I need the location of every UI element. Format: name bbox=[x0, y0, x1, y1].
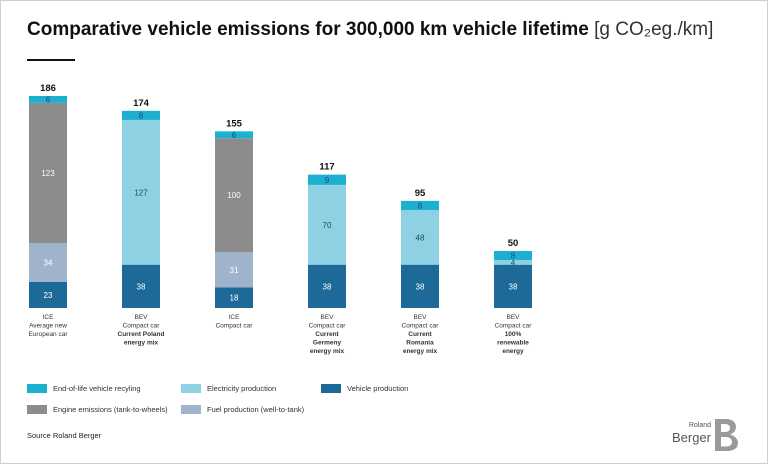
category-label-line: energy mix bbox=[310, 348, 345, 355]
bar-segment-electricity bbox=[494, 260, 532, 265]
legend-item-fuel-production: Fuel production (well-to-tank) bbox=[181, 405, 304, 414]
category-label-line: Compact car bbox=[123, 323, 161, 330]
segment-value-label: 70 bbox=[323, 221, 332, 230]
category-label-line: Current Poland bbox=[118, 331, 165, 338]
segment-value-label: 123 bbox=[41, 169, 55, 178]
bar-total-label: 174 bbox=[133, 98, 150, 109]
segment-value-label: 23 bbox=[44, 291, 53, 300]
category-label-line: BEV bbox=[320, 314, 334, 321]
bar-segment-end-of-life bbox=[122, 110, 160, 120]
legend-swatch-end-of-life bbox=[27, 384, 47, 393]
category-label-line: Current bbox=[408, 331, 432, 338]
category-label-line: Compact car bbox=[216, 323, 254, 330]
category-label-line: energy mix bbox=[124, 340, 159, 347]
category-label-line: energy bbox=[502, 348, 524, 355]
bar-segment-fuel-production bbox=[215, 252, 253, 288]
bar-total-label: 186 bbox=[40, 83, 56, 94]
segment-value-label: 38 bbox=[137, 282, 146, 291]
chart-title: Comparative vehicle emissions for 300,00… bbox=[27, 19, 713, 41]
category-label-line: Compact car bbox=[309, 323, 347, 330]
bar-segment-electricity bbox=[122, 119, 160, 265]
legend-item-vehicle-production: Vehicle production bbox=[321, 384, 408, 393]
segment-value-label: 31 bbox=[230, 266, 239, 275]
bar-total-label: 95 bbox=[415, 188, 426, 199]
bar-segment-electricity bbox=[401, 209, 439, 265]
segment-value-label: 8 bbox=[418, 201, 423, 210]
bar-segment-electricity bbox=[308, 184, 346, 265]
legend-label-vehicle-production: Vehicle production bbox=[347, 384, 409, 393]
roland-berger-logo: Roland Berger bbox=[652, 418, 742, 454]
bar-segment-vehicle-production bbox=[122, 264, 160, 308]
category-label-line: Germeny bbox=[313, 340, 342, 347]
bar-segment-vehicle-production bbox=[308, 264, 346, 308]
bar-segment-engine-emissions bbox=[29, 102, 67, 244]
legend-swatch-fuel-production bbox=[181, 405, 201, 414]
bar-segment-end-of-life bbox=[401, 200, 439, 210]
segment-value-label: 38 bbox=[416, 282, 425, 291]
bar-total-label: 50 bbox=[508, 238, 519, 249]
category-label-line: Current bbox=[315, 331, 339, 338]
category-label-line: Romania bbox=[406, 340, 434, 347]
bar-segment-vehicle-production bbox=[494, 264, 532, 308]
bar-segment-end-of-life bbox=[29, 96, 67, 103]
category-label-line: ICE bbox=[229, 314, 241, 321]
legend-swatch-electricity bbox=[181, 384, 201, 393]
title-underline bbox=[27, 59, 75, 61]
category-label-line: BEV bbox=[134, 314, 148, 321]
segment-value-label: 38 bbox=[509, 282, 518, 291]
legend-label-fuel-production: Fuel production (well-to-tank) bbox=[207, 405, 305, 414]
bar-total-label: 155 bbox=[226, 118, 243, 129]
category-label-line: renewable bbox=[497, 340, 529, 347]
legend-swatch-engine-emissions bbox=[27, 405, 47, 414]
category-label-line: BEV bbox=[506, 314, 520, 321]
bar-segment-vehicle-production bbox=[29, 281, 67, 308]
segment-value-label: 48 bbox=[416, 233, 425, 242]
legend-swatch-vehicle-production bbox=[321, 384, 341, 393]
bar-segment-fuel-production bbox=[29, 243, 67, 282]
segment-value-label: 4 bbox=[511, 258, 516, 267]
legend-item-end-of-life: End-of-life vehicle recyling bbox=[27, 384, 141, 393]
segment-value-label: 100 bbox=[227, 191, 241, 200]
logo-text-roland: Roland bbox=[688, 422, 711, 429]
segment-value-label: 38 bbox=[323, 282, 332, 291]
segment-value-label: 6 bbox=[232, 131, 237, 140]
segment-value-label: 18 bbox=[230, 294, 239, 303]
chart-title-main: Comparative vehicle emissions for 300,00… bbox=[27, 19, 589, 40]
segment-value-label: 8 bbox=[511, 252, 516, 261]
segment-value-label: 8 bbox=[139, 111, 144, 120]
bar-segment-end-of-life bbox=[494, 251, 532, 261]
chart-title-unit: [g CO₂eg./km] bbox=[594, 19, 714, 40]
segment-value-label: 34 bbox=[44, 258, 53, 267]
bar-segment-end-of-life bbox=[308, 174, 346, 185]
legend-item-electricity: Electricity production bbox=[181, 384, 276, 393]
legend-item-engine-emissions: Engine emissions (tank-to-wheels) bbox=[27, 405, 168, 414]
logo-text-berger: Berger bbox=[671, 430, 711, 445]
legend-label-electricity: Electricity production bbox=[207, 384, 277, 393]
bar-segment-end-of-life bbox=[215, 131, 253, 139]
category-label-line: Average new bbox=[29, 323, 67, 330]
category-label-line: ICE bbox=[43, 314, 55, 321]
bar-total-label: 117 bbox=[319, 162, 334, 173]
source-note: Source Roland Berger bbox=[27, 431, 102, 440]
bar-segment-vehicle-production bbox=[215, 287, 253, 308]
segment-value-label: 6 bbox=[46, 95, 51, 104]
roland-berger-b-icon bbox=[715, 419, 738, 451]
bar-segment-vehicle-production bbox=[401, 264, 439, 308]
category-label-line: 100% bbox=[505, 331, 522, 338]
category-label-line: European car bbox=[28, 331, 68, 338]
category-label-line: Compact car bbox=[402, 323, 440, 330]
legend-label-end-of-life: End-of-life vehicle recyling bbox=[53, 384, 141, 393]
category-label-line: Compact car bbox=[495, 323, 533, 330]
segment-value-label: 9 bbox=[325, 176, 330, 185]
category-label-line: BEV bbox=[413, 314, 427, 321]
segment-value-label: 127 bbox=[134, 188, 148, 197]
legend-label-engine-emissions: Engine emissions (tank-to-wheels) bbox=[53, 405, 168, 414]
bar-segment-engine-emissions bbox=[215, 138, 253, 253]
category-label-line: energy mix bbox=[403, 348, 438, 355]
